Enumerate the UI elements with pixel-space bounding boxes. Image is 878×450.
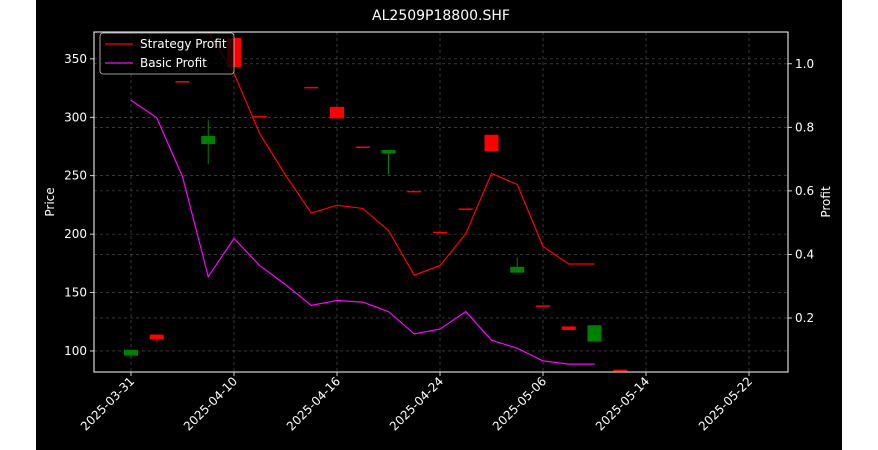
candle [201, 119, 216, 165]
figure-background [36, 0, 842, 450]
candle [330, 106, 344, 119]
candle-body [330, 106, 344, 119]
candle-body [536, 305, 550, 307]
candle [484, 134, 499, 152]
candle-body [587, 325, 602, 342]
candle-body [252, 116, 267, 118]
candle [510, 257, 525, 273]
candle-body [124, 349, 138, 356]
candle [175, 81, 190, 83]
y-tick-label-left: 150 [64, 286, 87, 300]
y-tick-label-left: 250 [64, 169, 87, 183]
y-tick-label-left: 200 [64, 227, 87, 241]
y-tick-label-left: 350 [64, 52, 87, 66]
candle-body [613, 369, 628, 372]
candle-body [149, 334, 164, 340]
candle-body [561, 326, 576, 330]
candle [381, 150, 396, 175]
candle-body [458, 208, 473, 210]
candle [561, 326, 576, 330]
candle [252, 116, 267, 118]
series-line-basic-profit [130, 99, 595, 365]
candle [458, 208, 473, 210]
legend-box [99, 32, 235, 75]
y-tick-label-right: 0.4 [795, 247, 814, 261]
candle [587, 325, 602, 342]
candle-body [484, 134, 499, 152]
legend: Strategy Profit Basic Profit [99, 32, 235, 75]
y-tick-label-left: 100 [64, 344, 87, 358]
candle [613, 369, 628, 372]
candle-body [304, 86, 319, 89]
profit-lines [130, 32, 595, 365]
y-axis-left-label: Price [43, 187, 57, 216]
candle-body [355, 146, 370, 149]
candle [407, 190, 422, 193]
y-tick-label-right: 1.0 [795, 57, 814, 71]
plot-frame [93, 31, 789, 373]
candle-body [175, 81, 190, 83]
candle [124, 349, 138, 358]
y-tick-label-right: 0.6 [795, 184, 814, 198]
candle [149, 334, 164, 342]
candle [304, 86, 319, 89]
candle [536, 305, 550, 307]
chart-title: AL2509P18800.SHF [372, 8, 510, 24]
series-line-strategy-profit [205, 32, 595, 276]
y-axis-right-label: Profit [819, 186, 833, 218]
legend-label-basic-profit: Basic Profit [140, 56, 207, 70]
candle [433, 231, 447, 234]
y-tick-label-right: 0.8 [795, 120, 814, 134]
y-tick-label-right: 0.2 [795, 311, 814, 325]
candle-body [510, 266, 525, 273]
candle-body [381, 150, 396, 154]
y-tick-label-left: 300 [64, 110, 87, 124]
candle-body [201, 135, 216, 145]
candle-body [407, 190, 422, 193]
legend-label-strategy-profit: Strategy Profit [140, 37, 227, 51]
candle [355, 146, 370, 149]
candle-body [433, 231, 447, 234]
